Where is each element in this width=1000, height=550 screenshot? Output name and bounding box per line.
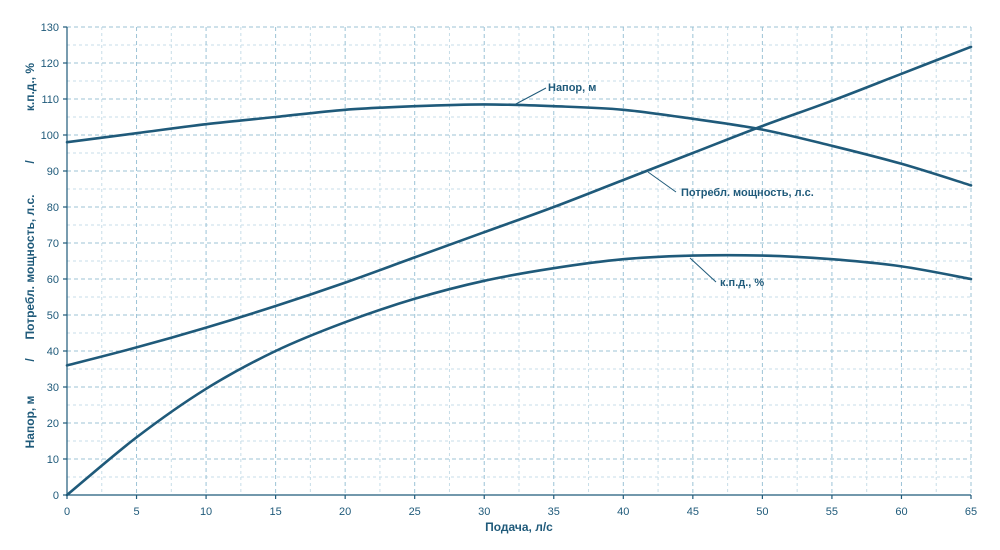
x-tick-label: 15	[269, 506, 281, 518]
x-tick-label: 50	[756, 506, 768, 518]
series-labels: Напор, м Потребл. мощность, л.с. к.п.д.,…	[513, 82, 814, 289]
y-tick-label: 10	[47, 454, 59, 466]
x-tick-label: 30	[478, 506, 490, 518]
x-tick-label: 5	[133, 506, 139, 518]
series-line-napor	[65, 103, 973, 187]
y-tick-label: 80	[47, 202, 59, 214]
series-label-power: Потребл. мощность, л.с.	[681, 187, 814, 199]
y-tick-label: 0	[53, 490, 59, 502]
y-tick-label: 130	[41, 22, 59, 34]
y-tick-label: 70	[47, 238, 59, 250]
y-tick-label: 60	[47, 274, 59, 286]
x-tick-label: 20	[339, 506, 351, 518]
x-tick-label: 40	[617, 506, 629, 518]
x-tick-label: 35	[548, 506, 560, 518]
series-line-power	[65, 45, 973, 367]
y-tick-label: 100	[41, 130, 59, 142]
y-tick-label: 110	[41, 94, 59, 106]
leader-power	[647, 171, 677, 193]
y-axis-title-kpd: к.п.д., %	[23, 63, 37, 112]
y-tick-label: 50	[47, 310, 59, 322]
x-tick-label: 25	[409, 506, 421, 518]
x-tick-label: 45	[687, 506, 699, 518]
x-tick-label: 10	[200, 506, 212, 518]
x-axis-title: Подача, л/с	[485, 520, 553, 534]
y-axis-title-sep-2: /	[23, 160, 37, 164]
y-tick-label: 30	[47, 382, 59, 394]
series-line-kpd	[65, 253, 973, 497]
grid	[67, 26, 972, 495]
x-tick-label: 55	[826, 506, 838, 518]
y-tick-label: 120	[41, 58, 59, 70]
y-axis-title-sep-1: /	[23, 358, 37, 362]
y-axis-title-napor: Напор, м	[23, 395, 37, 448]
y-axis-title: Напор, м / Потребл. мощность, л.с. / к.п…	[23, 63, 37, 449]
x-tick-label: 65	[965, 506, 977, 518]
y-tick-label: 20	[47, 418, 59, 430]
y-tick-label: 40	[47, 346, 59, 358]
y-tick-label: 90	[47, 166, 59, 178]
y-axis-title-power: Потребл. мощность, л.с.	[23, 195, 37, 340]
leader-napor	[513, 87, 547, 106]
x-tick-label: 60	[895, 506, 907, 518]
leader-kpd	[689, 257, 717, 283]
series-label-napor: Напор, м	[548, 82, 596, 94]
axes: 0 5 10 15 20 25 30 35 40 45 50 55 60 65 0 10 20 30 40 50 60 7…	[41, 22, 977, 518]
x-tick-label: 0	[64, 506, 70, 518]
series-label-kpd: к.п.д., %	[720, 277, 764, 289]
series-lines	[65, 45, 973, 497]
